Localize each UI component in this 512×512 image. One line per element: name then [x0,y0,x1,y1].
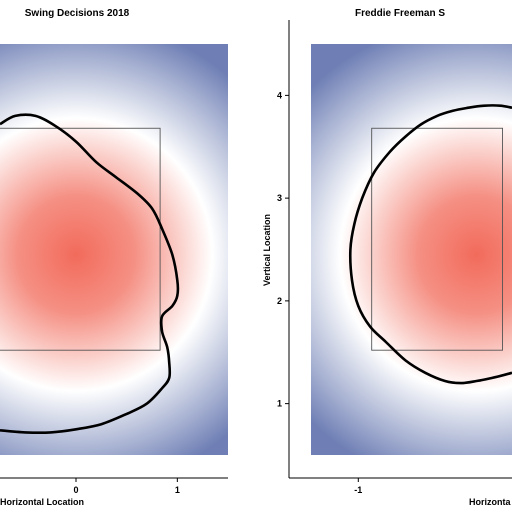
y-tick-label: 2 [277,296,282,306]
y-tick-label: 1 [277,399,282,409]
x-tick-label: -1 [354,485,362,495]
x-tick-label: 0 [73,485,78,495]
strike-zone [0,127,161,351]
heatmap-field [311,44,512,455]
x-axis-title: Horizontal Location [0,497,84,507]
heatmap-field [0,44,228,455]
left-panel: 0 1 Swing Decisions 2018 Horizontal Locatio… [0,8,228,507]
chart-title: Freddie Freeman S [355,8,445,19]
swing-contour-line [0,113,180,434]
swing-contour-line [348,104,512,385]
y-tick-label: 3 [277,193,282,203]
strike-zone [371,127,503,351]
right-panel: -1 1 2 3 4 Vertical Location Freddie Freeman S… [262,8,512,507]
y-axis-title: Vertical Location [262,214,272,286]
x-axis-title: Horizonta [469,497,511,507]
chart-title: Swing Decisions 2018 [25,8,130,19]
x-tick-label: 1 [175,485,180,495]
y-tick-label: 4 [277,90,282,100]
